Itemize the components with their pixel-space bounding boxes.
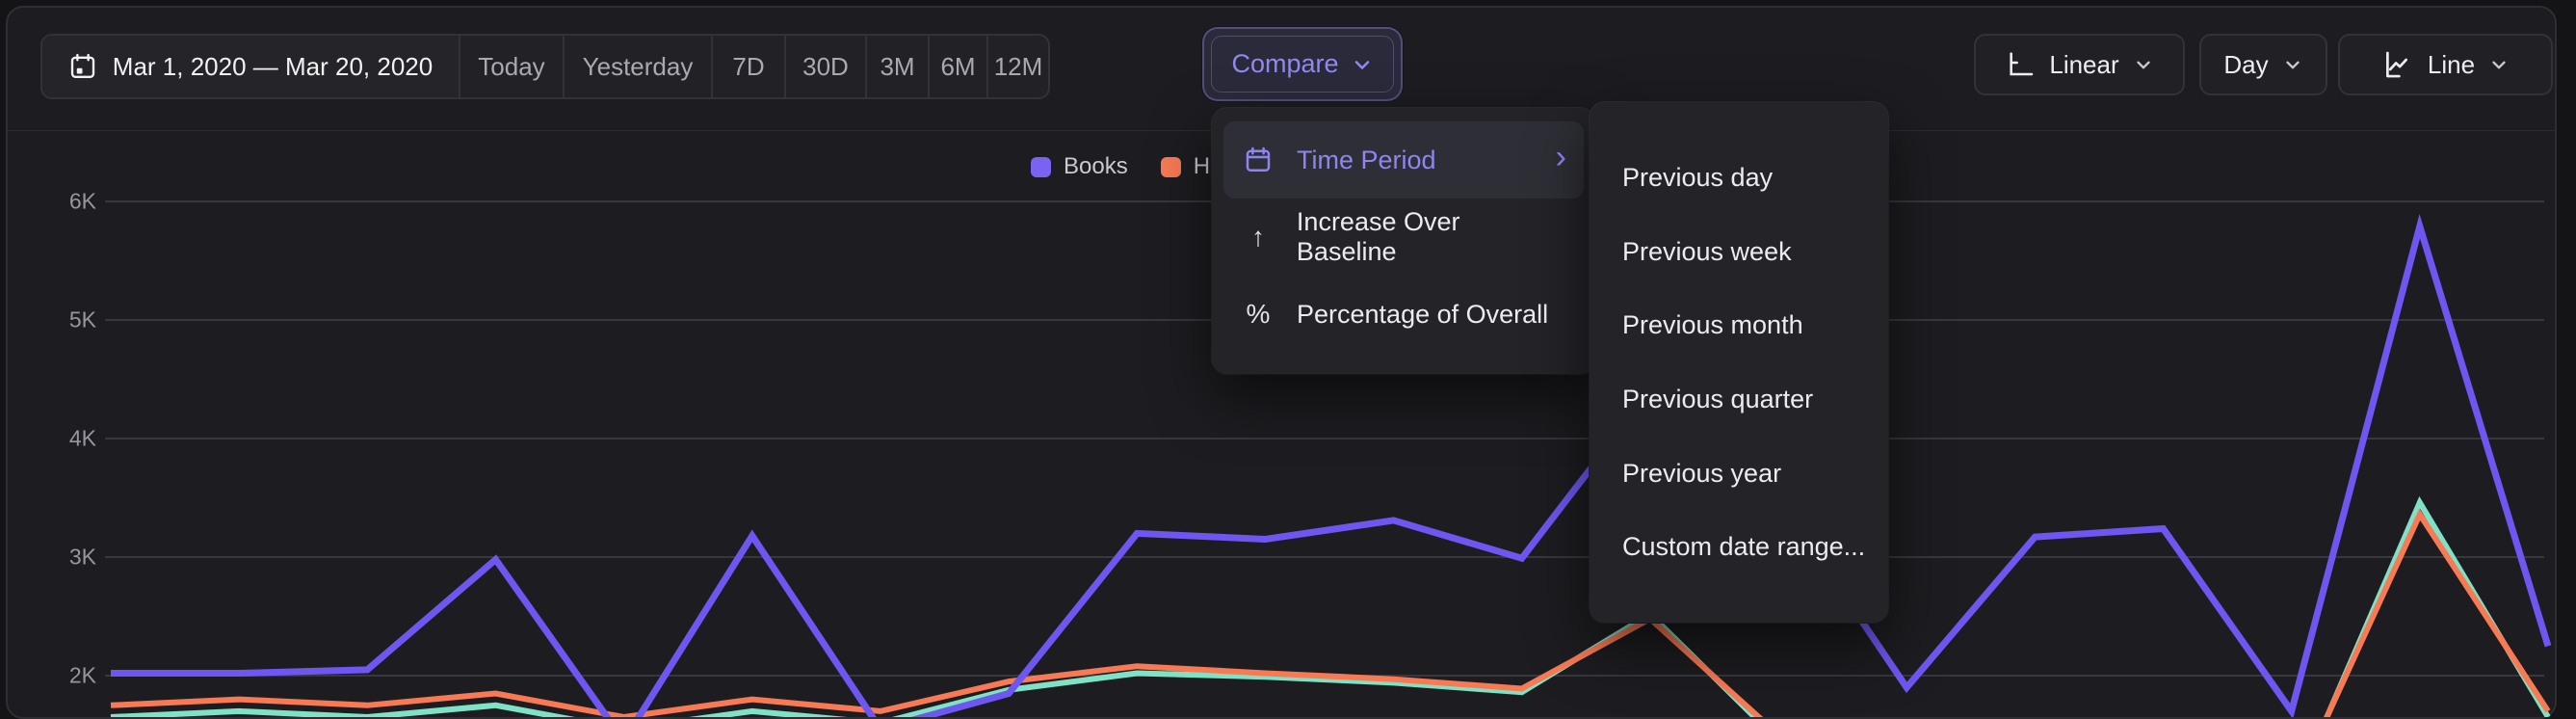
submenu-item-previous-quarter[interactable]: Previous quarter (1622, 384, 1814, 413)
compare-label: Compare (1231, 49, 1339, 78)
compare-button[interactable]: Compare (1202, 27, 1403, 101)
submenu-item-previous-month[interactable]: Previous month (1622, 310, 1803, 340)
books-color-chip (1031, 156, 1051, 177)
chart-legend: Books Ho (1031, 153, 1222, 180)
granularity-select[interactable]: Day (2199, 34, 2327, 95)
chart-type-select[interactable]: Line (2338, 34, 2553, 95)
y-tick-4K: 4K (68, 425, 96, 451)
menu-item-label: Percentage of Overall (1297, 299, 1549, 329)
submenu-item-previous-year[interactable]: Previous year (1622, 458, 1782, 488)
submenu-item-previous-week[interactable]: Previous week (1622, 236, 1792, 266)
submenu-item-previous-day[interactable]: Previous day (1622, 162, 1774, 192)
date-range-text: Mar 1, 2020 — Mar 20, 2020 (112, 51, 434, 81)
menu-item-time-period[interactable]: Time Period › (1223, 121, 1584, 199)
chevron-right-icon: › (1555, 139, 1566, 175)
date-range-control: Mar 1, 2020 — Mar 20, 2020 Today Yesterd… (40, 34, 1050, 99)
granularity-label: Day (2223, 49, 2269, 79)
legend-label: Books (1064, 153, 1128, 179)
y-tick-2K: 2K (68, 662, 96, 688)
menu-item-percentage-of-overall[interactable]: % Percentage of Overall (1223, 276, 1584, 353)
preset-3m[interactable]: 3M (865, 36, 928, 97)
preset-12m[interactable]: 12M (986, 36, 1048, 97)
legend-item-books[interactable]: Books (1031, 153, 1128, 180)
preset-30d[interactable]: 30D (784, 36, 865, 97)
preset-6m[interactable]: 6M (928, 36, 986, 97)
submenu-item-custom-date-range[interactable]: Custom date range... (1622, 532, 1866, 562)
y-tick-5K: 5K (68, 306, 96, 333)
date-range-picker[interactable]: Mar 1, 2020 — Mar 20, 2020 (42, 36, 459, 97)
menu-item-label: Increase Over Baseline (1296, 207, 1460, 266)
chevron-down-icon (2488, 54, 2510, 75)
preset-today[interactable]: Today (459, 36, 563, 97)
menu-item-increase-over-baseline[interactable]: ↑ Increase Over Baseline (1223, 199, 1584, 276)
preset-yesterday[interactable]: Yesterday (563, 36, 711, 97)
chevron-down-icon (2133, 54, 2154, 75)
chevron-down-icon (2282, 54, 2303, 75)
chart-type-label: Line (2427, 49, 2476, 79)
time-period-submenu: Previous day Previous week Previous mont… (1590, 102, 1888, 623)
calendar-icon (1241, 146, 1275, 174)
calendar-icon (68, 52, 97, 81)
arrow-up-icon: ↑ (1250, 222, 1265, 252)
preset-7d[interactable]: 7D (711, 36, 784, 97)
scale-label: Linear (2049, 49, 2119, 79)
percent-icon: % (1246, 299, 1271, 329)
y-tick-3K: 3K (68, 544, 96, 570)
ho-color-chip (1160, 156, 1181, 177)
y-tick-6K: 6K (68, 188, 96, 214)
scale-select[interactable]: Linear (1974, 34, 2185, 95)
linear-axes-icon (2005, 49, 2036, 80)
chevron-down-icon (1351, 53, 1374, 76)
line-chart-icon (2381, 48, 2414, 81)
dashboard-card: 6K 5K 4K 3K 2K Books Ho Mar 1, 2020 — Mar 20… (6, 6, 2557, 719)
compare-dropdown-menu: Time Period › ↑ Increase Over Baseline %… (1212, 108, 1595, 374)
menu-item-label: Time Period (1297, 145, 1436, 174)
